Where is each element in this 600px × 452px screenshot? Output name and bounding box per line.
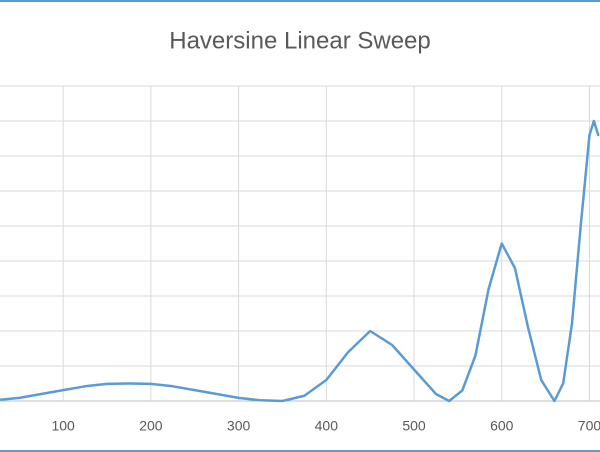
x-tick-label: 500 xyxy=(402,418,426,434)
x-tick-label: 100 xyxy=(51,418,75,434)
x-tick-label: 700 xyxy=(578,418,600,434)
x-tick-label: 200 xyxy=(139,418,163,434)
x-tick-label: 400 xyxy=(315,418,339,434)
x-tick-label: 300 xyxy=(227,418,251,434)
line-series xyxy=(0,119,600,403)
chart-title: Haversine Linear Sweep xyxy=(169,27,430,54)
x-tick-label: 600 xyxy=(490,418,514,434)
